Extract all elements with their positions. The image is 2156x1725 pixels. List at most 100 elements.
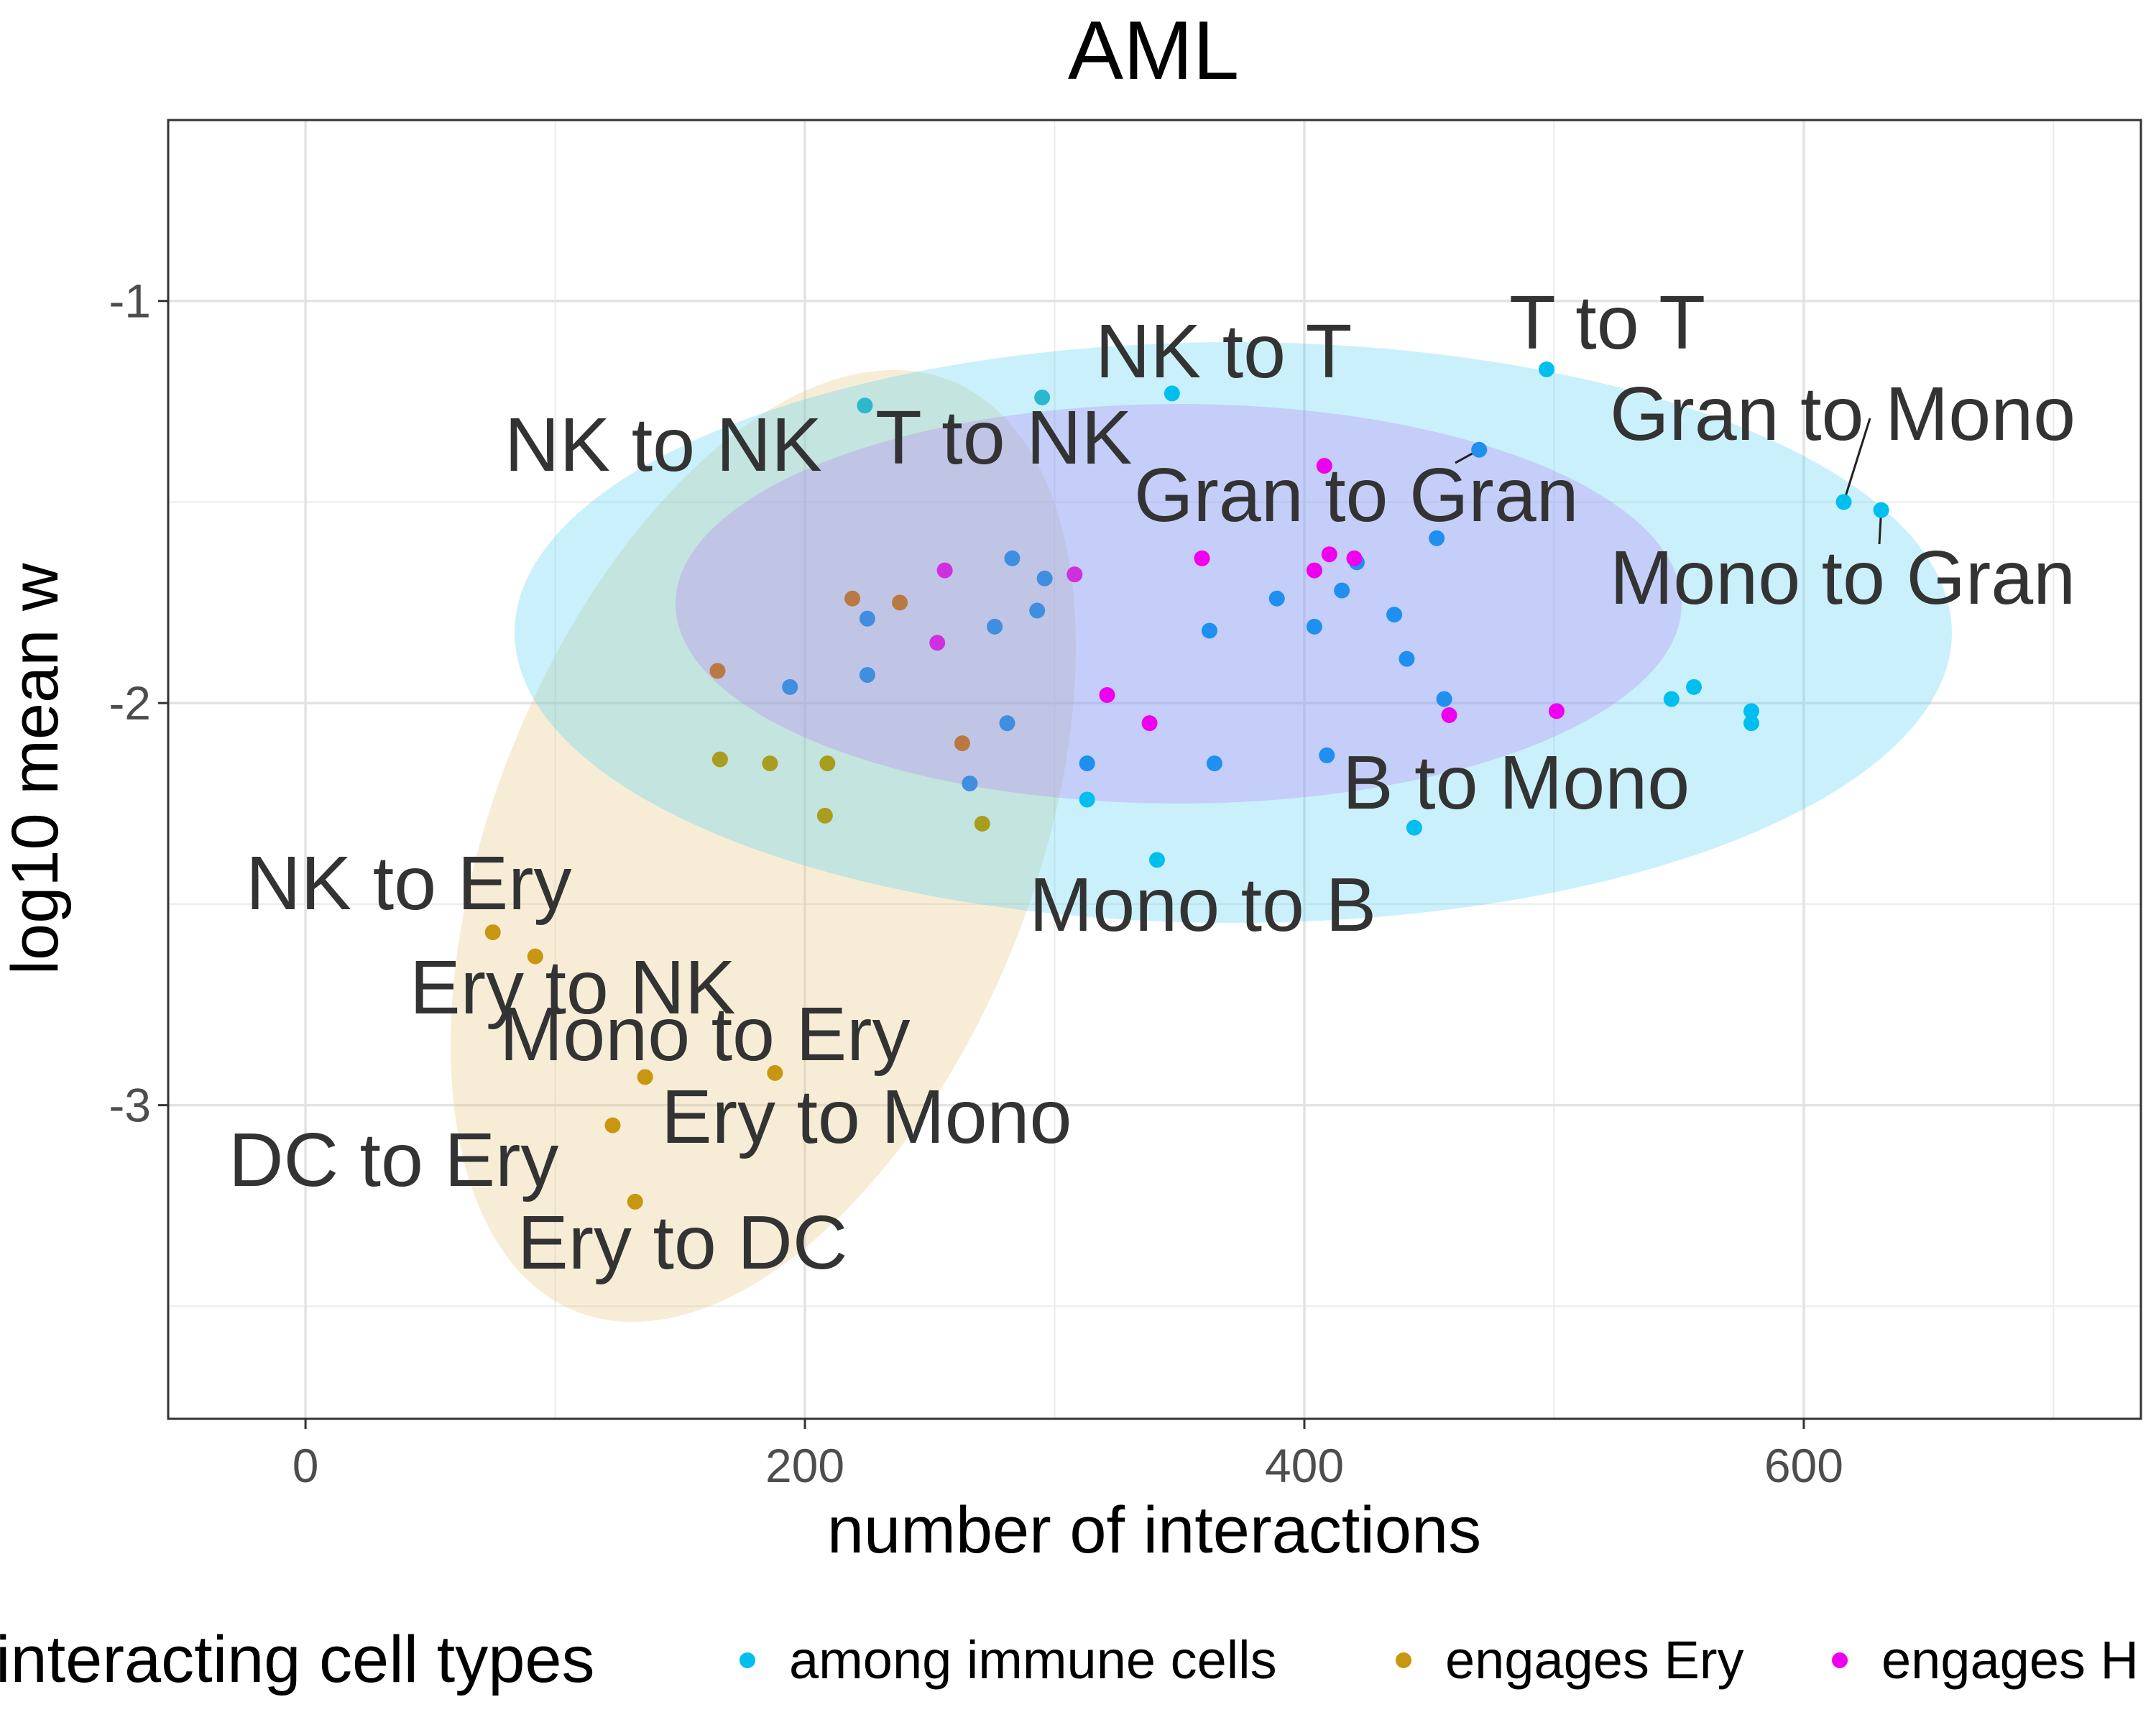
data-point [844, 590, 861, 607]
data-point [987, 618, 1003, 635]
data-point [1029, 602, 1046, 619]
point-label: Mono to Ery [499, 992, 910, 1077]
x-axis-ticks: 0 200 400 600 [292, 1419, 1843, 1492]
data-point [974, 816, 990, 832]
point-label: Mono to B [1029, 862, 1376, 947]
legend-label-engages-ery: engages Ery [1445, 1630, 1744, 1690]
data-point [767, 1064, 783, 1081]
data-point [1164, 385, 1180, 402]
data-point [1663, 691, 1680, 707]
ellipse-layer [450, 342, 1952, 1322]
data-point [1406, 819, 1422, 836]
point-label: NK to Ery [246, 841, 572, 926]
point-label: Ery to Mono [661, 1075, 1072, 1159]
data-point [1079, 755, 1095, 772]
data-point [527, 948, 543, 965]
legend-key-engages-ery [1396, 1652, 1411, 1668]
point-label: NK to T [1095, 309, 1352, 394]
y-axis-title: log10 mean w [0, 563, 72, 975]
x-tick-label: 400 [1265, 1439, 1344, 1492]
legend-label-among-immune-cells: among immune cells [789, 1630, 1277, 1690]
data-point [1835, 494, 1852, 510]
data-point [1686, 678, 1703, 695]
point-label: Gran to Mono [1610, 372, 2076, 456]
data-point [1148, 852, 1165, 868]
data-point [857, 397, 873, 414]
data-point [1539, 361, 1555, 377]
y-tick-label: -2 [109, 676, 151, 730]
point-label: Mono to Gran [1610, 535, 2076, 620]
data-point [1471, 441, 1488, 458]
data-point [1429, 530, 1445, 546]
x-tick-label: 0 [292, 1439, 319, 1492]
data-point [1399, 650, 1415, 667]
data-point [1873, 502, 1889, 518]
label-layer: T to T NK to T Gran to Mono NK to NK T to NK… [229, 280, 2076, 1285]
legend-title: interacting cell types [0, 1623, 595, 1696]
x-tick-label: 200 [765, 1439, 844, 1492]
point-label: T to T [1509, 280, 1705, 365]
data-point [1079, 791, 1095, 808]
confidence-ellipse-among-immune-cells [515, 342, 1952, 923]
data-point [1441, 707, 1457, 723]
data-point [1268, 590, 1285, 607]
data-point [484, 924, 501, 941]
data-point [1319, 747, 1335, 763]
legend-key-among-immune-cells [740, 1652, 755, 1668]
data-point [1334, 582, 1350, 599]
point-label: Ery to DC [517, 1200, 847, 1285]
plot-panel-border [167, 119, 2142, 1420]
data-point [1306, 562, 1322, 579]
point-label: B to Mono [1342, 740, 1690, 825]
legend: interacting cell types among immune cell… [0, 1623, 2139, 1696]
data-point [1004, 550, 1021, 566]
data-point [816, 807, 833, 824]
data-point [1321, 546, 1337, 563]
data-point [1436, 691, 1452, 707]
data-point [762, 755, 778, 772]
y-axis-ticks: -1 -2 -3 [109, 275, 168, 1132]
data-point [709, 663, 726, 679]
data-point [859, 667, 875, 684]
point-layer [484, 361, 1889, 1210]
legend-key-engages-h [1832, 1652, 1848, 1668]
legend-label-engages-h: engages H [1881, 1630, 2139, 1690]
data-point [962, 776, 978, 792]
y-tick-label: -1 [109, 275, 151, 328]
data-point [1743, 703, 1759, 719]
data-point [892, 594, 908, 611]
data-point [711, 751, 728, 768]
data-point [859, 610, 875, 627]
data-point [637, 1069, 653, 1085]
point-label: Gran to Gran [1134, 453, 1579, 538]
data-point [1067, 566, 1083, 583]
confidence-ellipse-engages-ery [450, 369, 1077, 1322]
data-point [954, 735, 970, 752]
data-point [1316, 458, 1332, 474]
data-point [1201, 622, 1217, 639]
point-label: NK to NK [505, 402, 822, 487]
grid-layer [168, 120, 2141, 1419]
data-point [1099, 687, 1115, 704]
data-point [1386, 607, 1403, 623]
data-point [1141, 715, 1158, 732]
y-tick-label: -3 [109, 1079, 151, 1132]
data-point [1034, 390, 1051, 406]
data-point [1036, 570, 1053, 586]
data-point [1548, 703, 1565, 719]
data-point [999, 715, 1015, 732]
data-point [1194, 550, 1210, 566]
data-point [1206, 755, 1222, 772]
data-point [929, 635, 946, 651]
data-point [936, 562, 953, 579]
point-label: DC to Ery [229, 1118, 558, 1202]
data-point [1346, 550, 1363, 566]
confidence-ellipse-engages-h [676, 404, 1682, 804]
data-point [1743, 715, 1759, 732]
data-point [782, 678, 798, 695]
chart-title: AML [1068, 4, 1240, 97]
point-label: T to NK [875, 395, 1132, 480]
data-point [1306, 618, 1322, 635]
